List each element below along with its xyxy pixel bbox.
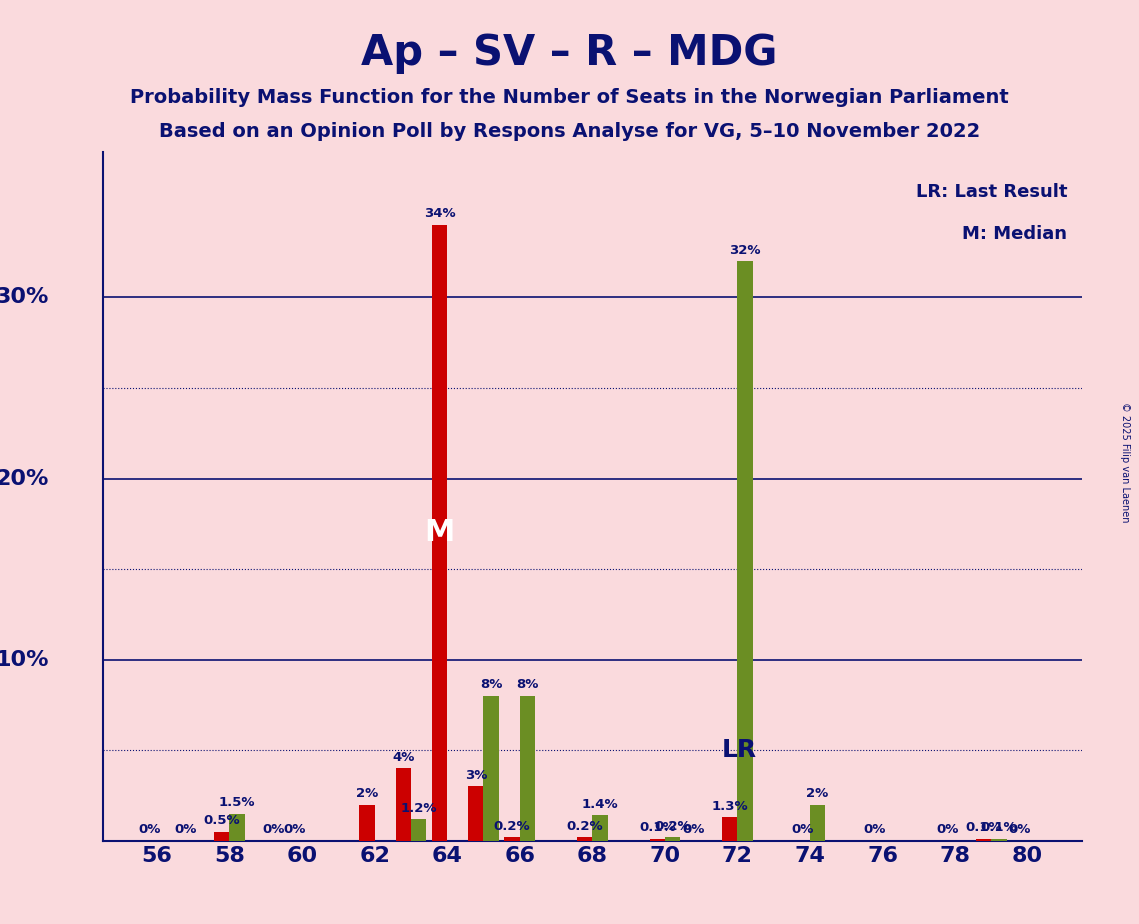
Text: 0.5%: 0.5% [204,814,240,827]
Text: 10%: 10% [0,650,49,670]
Text: 0%: 0% [284,823,305,836]
Text: 3%: 3% [465,769,487,782]
Bar [722,818,737,841]
Text: Probability Mass Function for the Number of Seats in the Norwegian Parliament: Probability Mass Function for the Number… [130,88,1009,107]
Text: Based on an Opinion Poll by Respons Analyse for VG, 5–10 November 2022: Based on an Opinion Poll by Respons Anal… [158,122,981,141]
Bar [468,786,483,841]
Text: 8%: 8% [480,678,502,691]
Text: 0.2%: 0.2% [654,820,690,833]
Text: 0.1%: 0.1% [639,821,675,834]
Bar [360,805,375,841]
Bar [592,816,607,841]
Bar [737,261,753,841]
Text: 1.4%: 1.4% [582,798,618,811]
Text: 1.5%: 1.5% [219,796,255,809]
Bar [519,696,535,841]
Text: M: Median: M: Median [962,225,1067,243]
Text: M: M [425,518,454,547]
Text: 32%: 32% [729,244,761,257]
Text: 0.2%: 0.2% [494,820,531,833]
Bar [229,814,245,841]
Bar [577,837,592,841]
Text: 0%: 0% [792,823,813,836]
Text: 2%: 2% [806,787,829,800]
Bar [665,837,680,841]
Text: 34%: 34% [424,207,456,221]
Bar [649,839,665,841]
Bar [976,839,991,841]
Bar [432,225,448,841]
Text: 4%: 4% [392,751,415,764]
Text: 0%: 0% [936,823,959,836]
Bar [411,819,426,841]
Bar [810,805,825,841]
Text: 2%: 2% [355,787,378,800]
Text: 20%: 20% [0,468,49,489]
Text: 1.2%: 1.2% [400,802,436,815]
Text: 0%: 0% [138,823,161,836]
Text: Ap – SV – R – MDG: Ap – SV – R – MDG [361,32,778,74]
Text: LR: Last Result: LR: Last Result [916,184,1067,201]
Text: 8%: 8% [516,678,539,691]
Text: 0.2%: 0.2% [566,820,603,833]
Text: 0%: 0% [863,823,886,836]
Text: 0.1%: 0.1% [966,821,1002,834]
Text: LR: LR [721,738,756,762]
Text: © 2025 Filip van Laenen: © 2025 Filip van Laenen [1121,402,1130,522]
Bar [395,769,411,841]
Text: 0.1%: 0.1% [981,821,1017,834]
Text: 30%: 30% [0,287,49,308]
Bar [505,837,519,841]
Bar [991,839,1007,841]
Bar [483,696,499,841]
Text: 0%: 0% [682,823,705,836]
Text: 0%: 0% [1009,823,1031,836]
Bar [214,832,229,841]
Text: 1.3%: 1.3% [712,800,748,813]
Text: 0%: 0% [174,823,197,836]
Text: 0%: 0% [262,823,285,836]
